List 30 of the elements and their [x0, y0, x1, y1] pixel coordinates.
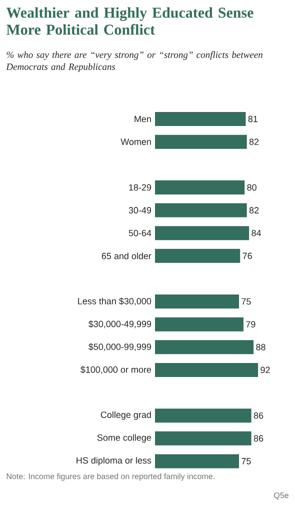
data-label: 75 [242, 298, 251, 305]
y-tick-label: $30,000-49,999 [88, 320, 152, 328]
y-tick-label: Less than $30,000 [78, 298, 152, 306]
y-tick-label: Some college [97, 434, 152, 443]
data-label: 81 [248, 116, 258, 122]
chart-title: Wealthier and Highly Educated Sense More Political Conflict [6, 7, 254, 35]
chart-subtitle: % who say there are “very strong” or “strong” conflicts between Democrats and Republicans [6, 51, 262, 72]
data-label: 82 [249, 207, 259, 214]
text: Note: Income figures are based on reported family income. [6, 473, 214, 481]
data-label: 82 [249, 138, 259, 146]
y-tick-label: 30-49 [128, 207, 152, 214]
y-tick-label: College grad [100, 411, 151, 420]
data-label: 86 [254, 435, 264, 442]
y-tick-label: $50,000-99,999 [88, 343, 152, 352]
y-tick-label: HS diploma or less [76, 456, 152, 466]
data-label: 75 [242, 458, 251, 464]
data-label: 76 [242, 252, 252, 260]
y-tick-label: 65 and older [102, 252, 152, 260]
text: Q5e [274, 492, 288, 500]
data-label: 88 [256, 344, 266, 350]
data-label: 84 [252, 230, 262, 236]
y-tick-label: Women [120, 138, 151, 145]
data-label: 80 [247, 184, 256, 191]
data-label: 92 [260, 366, 270, 374]
data-label: 79 [246, 321, 256, 328]
y-tick-label: $100,000 or more [80, 366, 152, 374]
y-tick-label: 50-64 [128, 230, 152, 236]
y-tick-label: 18-29 [129, 184, 152, 191]
y-tick-label: Men [134, 116, 151, 122]
data-label: 86 [254, 412, 264, 419]
